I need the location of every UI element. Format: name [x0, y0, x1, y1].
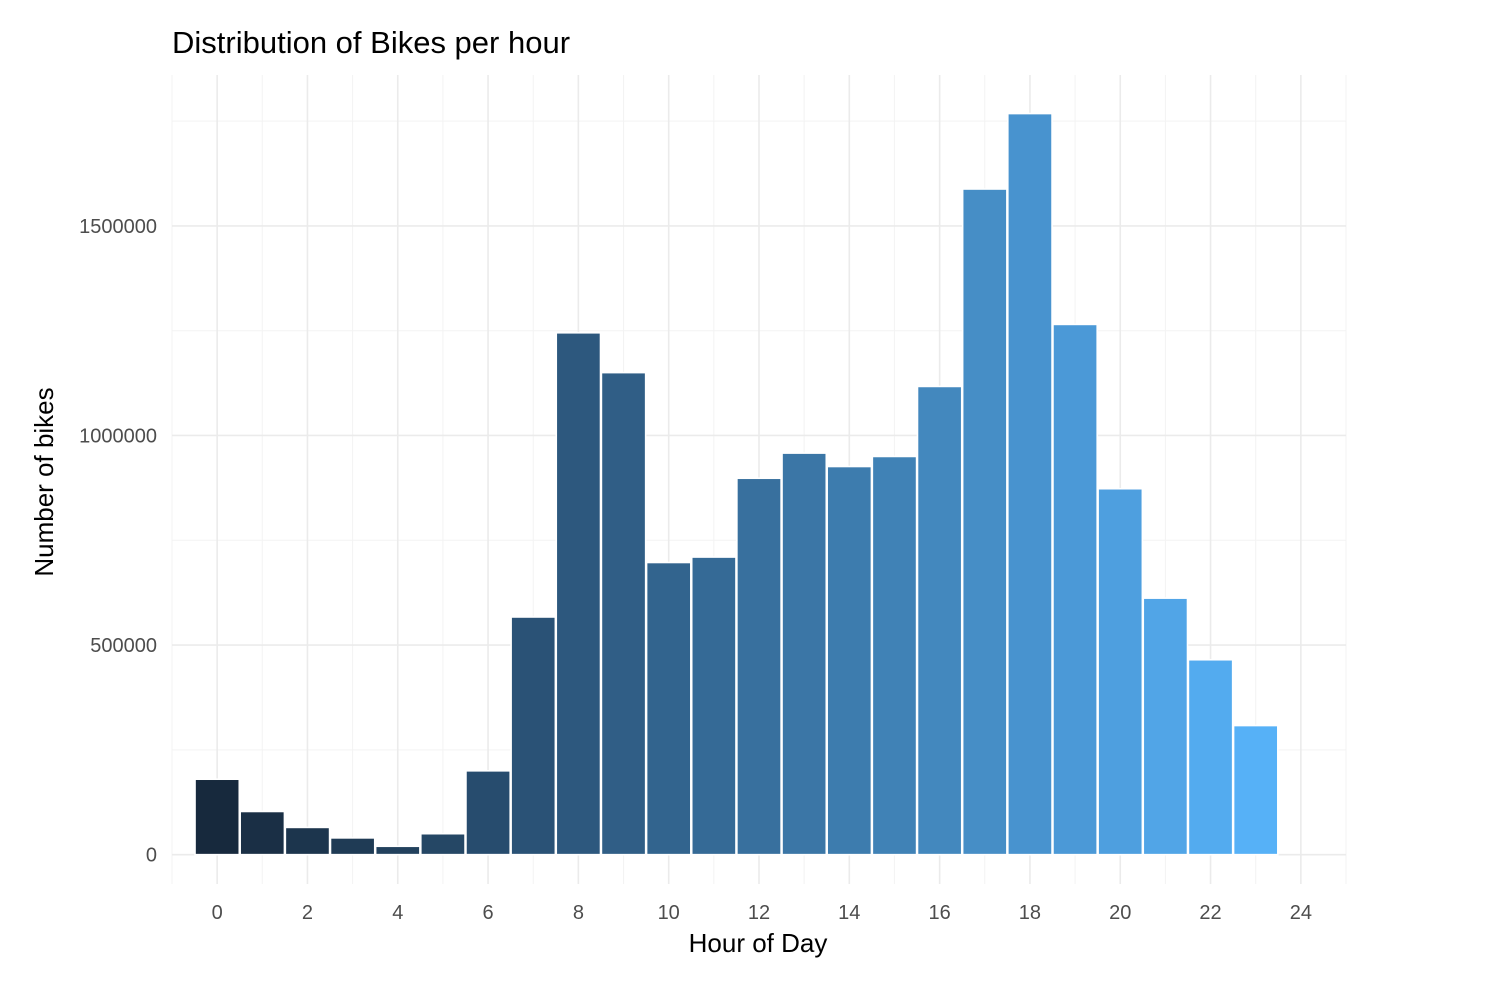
x-axis-title: Hour of Day [689, 928, 828, 958]
x-tick-label: 18 [1019, 902, 1041, 924]
x-tick-label: 2 [302, 902, 313, 924]
bar-hour-20 [1097, 487, 1144, 856]
bar-hour-6 [465, 770, 512, 856]
bar-hour-5 [419, 832, 466, 856]
bar-hour-11 [690, 556, 737, 856]
x-tick-label: 14 [838, 902, 860, 924]
bar-hour-22 [1187, 658, 1234, 856]
x-tick-label: 12 [748, 902, 770, 924]
x-tick-label: 6 [483, 902, 494, 924]
y-tick-label: 1500000 [79, 216, 157, 238]
x-tick-label: 16 [928, 902, 950, 924]
bar-hour-13 [781, 452, 828, 856]
bar-hour-7 [510, 616, 557, 856]
x-tick-label: 4 [392, 902, 403, 924]
bar-hour-3 [329, 837, 376, 856]
x-tick-label: 10 [658, 902, 680, 924]
bar-hour-14 [826, 465, 873, 856]
bar-hour-17 [961, 188, 1008, 856]
bar-hour-9 [600, 371, 647, 856]
y-tick-label: 0 [146, 845, 157, 867]
x-tick-label: 24 [1290, 902, 1312, 924]
bars [194, 112, 1279, 856]
bar-hour-16 [916, 385, 963, 856]
y-tick-label: 1000000 [79, 425, 157, 447]
x-tick-label: 20 [1109, 902, 1131, 924]
bar-hour-21 [1142, 597, 1189, 856]
bar-hour-10 [645, 561, 692, 856]
bar-hour-15 [871, 455, 918, 856]
x-axis-ticks: 0 2 4 6 8 10 12 14 16 18 20 22 24 [212, 902, 1312, 924]
bar-hour-12 [736, 477, 782, 856]
x-tick-label: 22 [1199, 902, 1221, 924]
chart-title: Distribution of Bikes per hour [172, 25, 570, 60]
bar-hour-18 [1006, 112, 1053, 856]
x-tick-label: 0 [212, 902, 223, 924]
bar-hour-19 [1052, 323, 1098, 856]
bar-hour-23 [1232, 724, 1279, 856]
bar-hour-0 [194, 778, 241, 856]
y-axis-title: Number of bikes [29, 387, 59, 576]
bar-hour-8 [555, 331, 602, 856]
y-axis-ticks: 0 500000 1000000 1500000 [79, 216, 157, 867]
x-tick-label: 8 [573, 902, 584, 924]
bar-hour-1 [239, 810, 286, 856]
y-tick-label: 500000 [90, 635, 157, 657]
bar-hour-4 [374, 845, 421, 856]
bar-hour-2 [284, 826, 331, 856]
